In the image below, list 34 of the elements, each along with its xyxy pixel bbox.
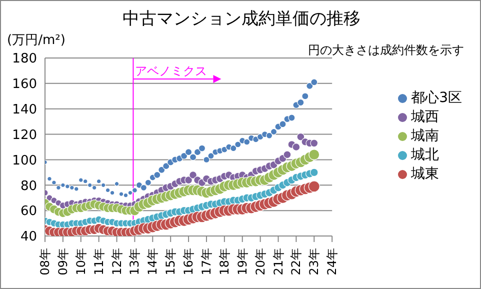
x-tick-label: 13年 <box>128 248 142 276</box>
x-tick-label: 20年 <box>253 248 268 276</box>
x-tick-label: 22年 <box>289 248 304 276</box>
x-tick-label: 21年 <box>271 248 286 276</box>
x-tick-label: 18年 <box>217 248 232 276</box>
y-tick-label: 60 <box>20 204 37 220</box>
y-tick-label: 160 <box>12 77 37 92</box>
x-tick-label: 14年 <box>146 248 160 276</box>
y-axis-title: (万円/m²) <box>7 32 66 49</box>
legend-label: 城北 <box>411 147 440 163</box>
x-tick-label: 23年 <box>307 248 322 276</box>
chart-title: 中古マンション成約単価の推移 <box>122 8 362 30</box>
x-tick-label: 09年 <box>56 248 70 276</box>
y-tick-label: 80 <box>20 178 37 194</box>
x-tick-label: 16年 <box>182 248 196 276</box>
x-tick-label: 15年 <box>164 248 178 276</box>
y-tick-label: 140 <box>12 102 37 118</box>
x-tick-label: 19年 <box>235 248 250 276</box>
y-tick-label: 180 <box>12 52 37 67</box>
x-tick-label: 10年 <box>74 248 88 276</box>
legend-label: 城南 <box>411 128 440 144</box>
x-tick-label: 08年 <box>38 248 52 276</box>
legend-label: 城東 <box>411 166 440 182</box>
legend-label: 都心3区 <box>411 90 462 106</box>
y-tick-label: 40 <box>20 230 37 245</box>
text: 円の大きさは成約件数を示す <box>308 42 464 59</box>
x-tick-label: 24年 <box>325 248 340 276</box>
x-tick-label: 12年 <box>110 248 124 276</box>
x-tick-label: 11年 <box>92 248 106 276</box>
ref-line-label: アベノミクス <box>135 64 208 78</box>
x-tick-label: 17年 <box>199 248 214 276</box>
y-tick-label: 120 <box>12 128 37 143</box>
legend-label: 城西 <box>411 109 440 125</box>
y-tick-label: 100 <box>12 153 37 168</box>
